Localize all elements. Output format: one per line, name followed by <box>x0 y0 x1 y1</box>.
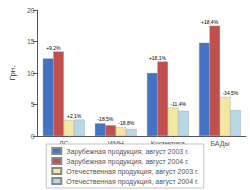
svg-text:БАДы: БАДы <box>210 140 229 148</box>
svg-text:10: 10 <box>27 70 35 77</box>
svg-text:5: 5 <box>31 101 35 108</box>
svg-text:-18,8%: -18,8% <box>118 120 134 126</box>
svg-text:-18,5%: -18,5% <box>97 116 113 122</box>
svg-text:Зарубежная продукция, август 2: Зарубежная продукция, август 2004 г. <box>66 158 189 166</box>
svg-text:Зарубежная продукция, август 2: Зарубежная продукция, август 2003 г. <box>66 148 189 156</box>
svg-text:15: 15 <box>27 38 35 45</box>
svg-text:ЛС: ЛС <box>58 140 69 147</box>
svg-text:0: 0 <box>31 133 35 140</box>
svg-text:-11,4%: -11,4% <box>171 101 187 107</box>
svg-text:+2,1%: +2,1% <box>67 113 82 119</box>
svg-text:+9,2%: +9,2% <box>46 45 61 51</box>
svg-text:Отечественная продукция, авгус: Отечественная продукция, август 2004 г. <box>66 178 198 186</box>
svg-text:+18,4%: +18,4% <box>201 19 219 25</box>
svg-text:+18,1%: +18,1% <box>149 55 167 61</box>
svg-text:ИМН: ИМН <box>107 140 124 147</box>
svg-text:Отечественная продукция, авгус: Отечественная продукция, август 2003 г. <box>66 168 198 176</box>
svg-text:Косметика: Косметика <box>150 140 185 147</box>
svg-text:20: 20 <box>27 7 35 14</box>
svg-text:Грн.: Грн. <box>8 66 17 81</box>
svg-text:-34,5%: -34,5% <box>222 90 238 96</box>
